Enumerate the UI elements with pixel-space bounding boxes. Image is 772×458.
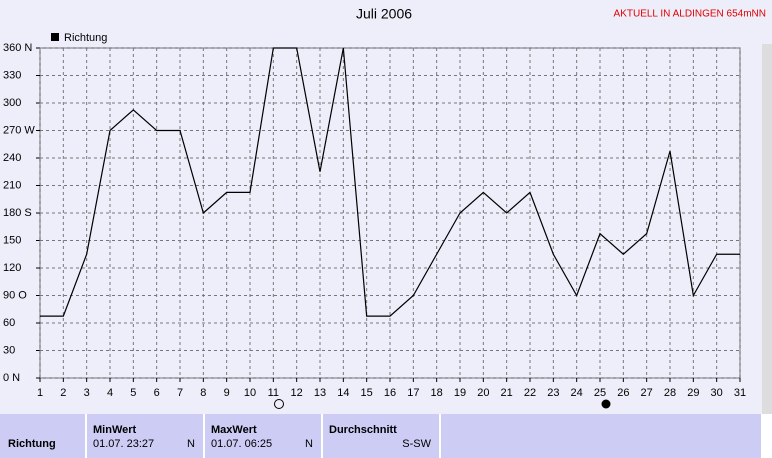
y-tick-label: 60 <box>3 317 15 329</box>
x-tick-label: 6 <box>154 387 160 399</box>
x-tick-label: 29 <box>687 387 699 399</box>
row-label-cell: Richtung <box>0 414 85 458</box>
data-line <box>40 47 740 317</box>
x-tick-label: 18 <box>431 387 443 399</box>
x-tick-label: 31 <box>734 387 746 399</box>
x-tick-label: 22 <box>524 387 536 399</box>
y-tick-label: 270 W <box>3 124 35 136</box>
x-tick-label: 10 <box>244 387 256 399</box>
x-tick-label: 24 <box>571 387 583 399</box>
x-tick-label: 2 <box>60 387 66 399</box>
moon-new <box>601 399 611 409</box>
chart: Juli 2006 AKTUELL IN ALDINGEN 654mNN Ric… <box>3 6 772 414</box>
max-time: 01.07. 06:25 <box>211 438 273 450</box>
x-tick-label: 3 <box>84 387 90 399</box>
chart-title: Juli 2006 <box>356 6 412 22</box>
y-tick-label: 30 <box>3 344 15 356</box>
x-tick-label: 28 <box>664 387 676 399</box>
x-tick-label: 12 <box>291 387 303 399</box>
x-tick-label: 8 <box>200 387 206 399</box>
x-tick-label: 11 <box>268 387 279 399</box>
x-tick-label: 7 <box>177 387 183 399</box>
min-dir: N <box>187 438 195 450</box>
x-tick-label: 21 <box>501 387 513 399</box>
x-tick-label: 26 <box>617 387 629 399</box>
row-label: Richtung <box>8 438 56 450</box>
x-tick-label: 1 <box>37 387 43 399</box>
x-tick-label: 25 <box>594 387 606 399</box>
y-tick-label: 330 <box>3 69 21 81</box>
x-tick-label: 14 <box>337 387 349 399</box>
y-tick-label: 210 <box>3 179 21 191</box>
y-tick-label: 360 N <box>3 42 32 54</box>
max-dir: N <box>305 438 313 450</box>
max-cell: MaxWert 01.07. 06:25 N <box>205 414 321 458</box>
min-cell: MinWert 01.07. 23:27 N <box>87 414 203 458</box>
x-tick-label: 9 <box>224 387 230 399</box>
header: Durchschnitt <box>329 424 397 436</box>
x-tick-label: 17 <box>407 387 419 399</box>
x-tick-label: 5 <box>130 387 136 399</box>
x-tick-label: 4 <box>107 387 113 399</box>
stats-table: Richtung MinWert 01.07. 23:27 N MaxWert 01.… <box>0 414 772 458</box>
legend-label: Richtung <box>64 32 107 44</box>
y-tick-label: 120 <box>3 262 21 274</box>
y-tick-label: 90 O <box>3 289 27 301</box>
y-tick-label: 300 <box>3 97 21 109</box>
y-tick-label: 0 N <box>3 372 20 384</box>
header: MinWert <box>93 424 137 436</box>
header: MaxWert <box>211 424 257 436</box>
station-label: AKTUELL IN ALDINGEN 654mNN <box>614 9 766 20</box>
x-tick-label: 27 <box>641 387 653 399</box>
x-tick-label: 15 <box>361 387 373 399</box>
x-tick-label: 20 <box>477 387 489 399</box>
x-tick-label: 19 <box>454 387 466 399</box>
x-tick-label: 23 <box>547 387 559 399</box>
legend-swatch <box>51 33 59 41</box>
y-tick-label: 150 <box>3 234 21 246</box>
min-time: 01.07. 23:27 <box>93 438 155 450</box>
avg-dir: S-SW <box>402 438 431 450</box>
empty-cell <box>441 414 761 458</box>
x-tick-label: 30 <box>711 387 723 399</box>
y-tick-label: 240 <box>3 152 21 164</box>
x-tick-label: 16 <box>384 387 396 399</box>
avg-cell: Durchschnitt S-SW <box>323 414 439 458</box>
moon-full <box>274 399 284 409</box>
y-tick-label: 180 S <box>3 207 32 219</box>
x-tick-label: 13 <box>314 387 326 399</box>
side-scale <box>762 44 772 414</box>
